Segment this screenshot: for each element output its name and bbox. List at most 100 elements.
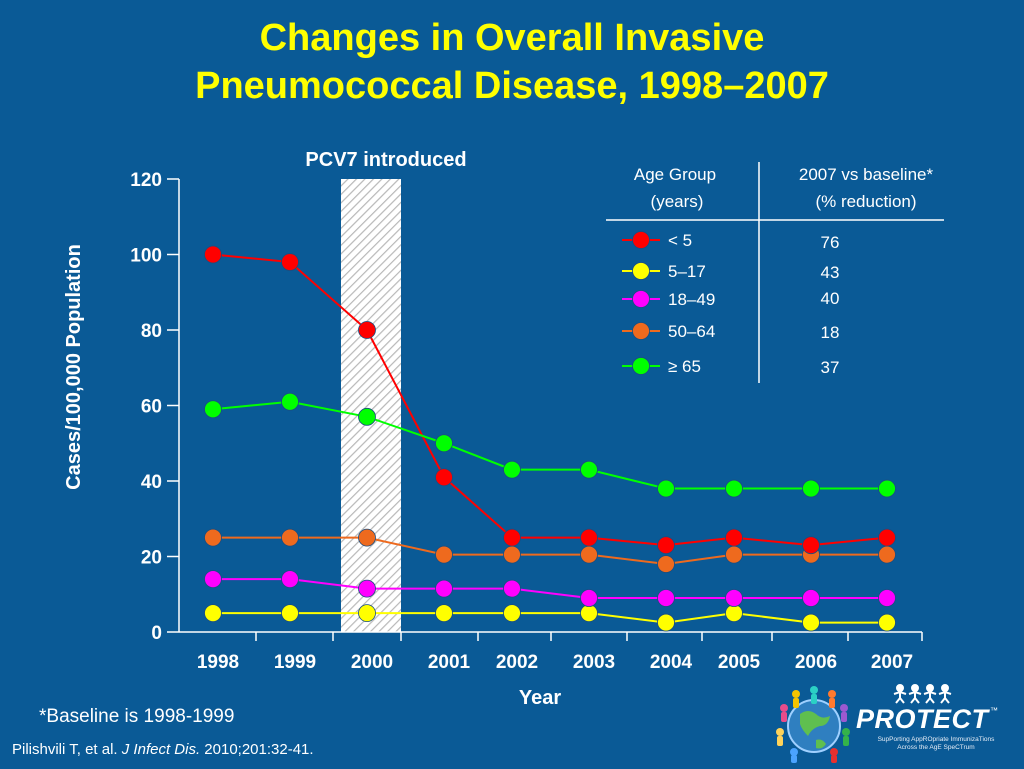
data-point	[435, 545, 453, 564]
y-tick-label: 80	[141, 321, 162, 342]
data-point	[580, 528, 598, 547]
data-point	[657, 589, 675, 607]
legend-age-label: 5–17	[668, 262, 706, 281]
title-line-2: Pneumococcal Disease, 1998–2007	[195, 65, 829, 107]
data-point	[503, 579, 521, 598]
data-point	[204, 400, 222, 419]
citation-details: 2010;201:32-41.	[200, 741, 314, 758]
data-point	[725, 589, 743, 607]
series-line	[213, 578, 887, 600]
legend-row: 5–17 43	[622, 262, 839, 282]
legend-reduction-value: 40	[821, 289, 840, 308]
y-tick-label: 40	[141, 472, 162, 493]
y-tick-label: 20	[141, 548, 162, 569]
data-point	[503, 604, 521, 623]
data-point	[204, 604, 222, 623]
x-tick-label: 2000	[351, 652, 393, 673]
data-point	[358, 321, 376, 339]
pcv7-introduced-band	[341, 179, 401, 632]
data-point	[580, 589, 598, 607]
data-point	[878, 479, 896, 498]
citation-authors: Pilishvili T, et al.	[12, 741, 122, 758]
legend-row: 18–49 40	[622, 289, 839, 309]
series-line	[213, 536, 887, 566]
footnote: *Baseline is 1998-1999	[39, 706, 235, 727]
data-point	[435, 579, 453, 598]
data-point	[358, 528, 376, 547]
title-line-1: Changes in Overall Invasive	[259, 17, 765, 59]
logo-wordmark: PROTECT	[856, 704, 989, 734]
data-point	[725, 604, 743, 623]
x-tick-label: 1999	[274, 652, 316, 673]
data-point	[878, 589, 896, 607]
legend-reduction-value: 18	[821, 323, 840, 342]
legend-header-reduction-2: (% reduction)	[815, 192, 916, 211]
logo-trademark: ™	[990, 706, 998, 715]
data-point	[802, 613, 820, 632]
legend-row: < 5 76	[622, 231, 839, 252]
data-point	[204, 528, 222, 547]
data-point	[204, 245, 222, 264]
x-tick-label: 2007	[871, 652, 913, 673]
pcv7-annotation: PCV7 introduced	[305, 149, 466, 171]
x-axis-label: Year	[519, 687, 561, 709]
data-point	[281, 604, 299, 623]
data-point	[358, 579, 376, 598]
data-point	[802, 479, 820, 498]
legend-rows: < 5 76 5–17 43 18–49 40 50–64 18 ≥ 65 37	[622, 231, 839, 377]
data-point	[580, 460, 598, 479]
data-point	[435, 604, 453, 623]
legend: Age Group (years) 2007 vs baseline* (% r…	[606, 162, 944, 383]
data-point	[204, 570, 222, 589]
data-point	[657, 613, 675, 632]
x-tick-label: 1998	[197, 652, 239, 673]
data-point	[657, 479, 675, 498]
x-tick-label: 2004	[650, 652, 693, 673]
data-point	[657, 536, 675, 555]
data-point	[503, 528, 521, 547]
legend-row: ≥ 65 37	[622, 357, 839, 377]
protect-logo: PROTECT ™ SupPorting AppROpriate Immuniz…	[770, 684, 1020, 764]
data-point	[358, 604, 376, 623]
legend-reduction-value: 76	[821, 233, 840, 252]
legend-marker	[632, 357, 650, 375]
series-1	[204, 245, 896, 555]
y-tick-label: 60	[141, 397, 162, 418]
legend-header-age-1: Age Group	[634, 165, 716, 184]
data-point	[878, 545, 896, 564]
legend-marker	[632, 290, 650, 308]
data-point	[802, 536, 820, 555]
y-tick-label: 100	[130, 246, 162, 267]
logo-tagline: SupPorting AppROpriate ImmunizaTions Acr…	[856, 736, 1016, 752]
legend-age-label: 50–64	[668, 322, 715, 341]
series-3	[204, 570, 896, 607]
data-point	[358, 407, 376, 426]
data-point	[580, 545, 598, 564]
x-tick-label: 2006	[795, 652, 837, 673]
series-line	[212, 253, 888, 547]
legend-row: 50–64 18	[622, 322, 839, 342]
legend-header-age-2: (years)	[651, 192, 704, 211]
logo-tagline-1: SupPorting AppROpriate ImmunizaTions	[877, 736, 995, 743]
y-tick-label: 0	[151, 623, 162, 644]
data-point	[435, 468, 453, 487]
legend-age-label: ≥ 65	[668, 357, 701, 376]
y-axis-ticks: 0 20 40 60 80 100 120	[130, 170, 179, 644]
data-point	[878, 528, 896, 547]
data-point	[878, 613, 896, 632]
page-title: Changes in Overall Invasive Pneumococcal…	[0, 14, 1024, 110]
legend-header-reduction-1: 2007 vs baseline*	[799, 165, 934, 184]
x-tick-label: 2001	[428, 652, 471, 673]
data-point	[802, 589, 820, 607]
data-point	[435, 434, 453, 453]
x-tick-label: 2003	[573, 652, 615, 673]
data-point	[503, 545, 521, 564]
data-point	[281, 392, 299, 411]
series-2	[204, 604, 896, 632]
series-5	[204, 392, 896, 498]
legend-marker	[632, 262, 650, 280]
legend-reduction-value: 37	[821, 358, 840, 377]
logo-tagline-2: Across the AgE SpeCTrum	[897, 744, 975, 751]
